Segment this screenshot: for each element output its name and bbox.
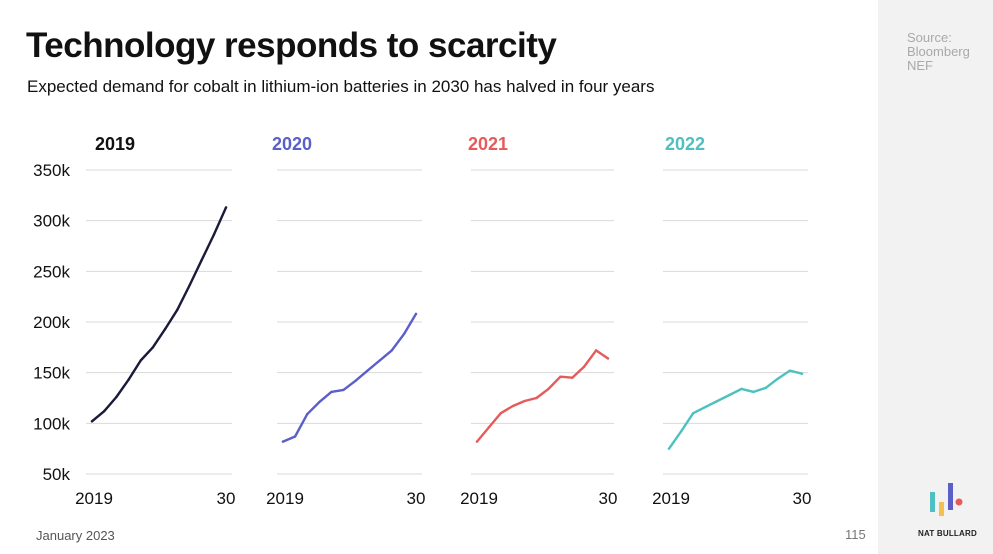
data-point-2019: [163, 327, 167, 331]
source-note: Source: Bloomberg NEF: [907, 30, 970, 73]
data-point-2022: [764, 386, 767, 390]
data-point-2020: [342, 388, 345, 392]
x-tick-label: 30: [217, 489, 236, 508]
footer-date: January 2023: [36, 528, 115, 543]
data-point-2020: [402, 332, 406, 336]
data-point-2022: [716, 399, 719, 403]
y-tick-label: 50k: [43, 465, 71, 484]
x-tick-label: 2019: [266, 489, 304, 508]
data-point-2021: [606, 357, 610, 360]
panel-title-2022: 2022: [665, 134, 705, 154]
x-tick-label: 2019: [460, 489, 498, 508]
series-line-2022: [667, 369, 804, 450]
panel-title-2019: 2019: [95, 134, 135, 154]
page-title: Technology responds to scarcity: [26, 26, 557, 65]
data-point-2021: [547, 387, 550, 391]
y-tick-label: 150k: [33, 364, 70, 383]
data-point-2019: [115, 395, 118, 399]
data-point-2022: [691, 412, 695, 415]
data-point-2019: [176, 308, 179, 312]
y-tick-label: 250k: [33, 262, 70, 281]
y-tick-label: 200k: [33, 313, 70, 332]
data-point-2021: [594, 349, 598, 352]
y-tick-label: 300k: [33, 212, 70, 231]
data-point-2019: [188, 284, 191, 287]
data-point-2020: [330, 390, 333, 394]
x-tick-label: 30: [793, 489, 812, 508]
data-point-2020: [293, 435, 297, 438]
data-point-2020: [354, 379, 357, 382]
data-point-2021: [499, 412, 503, 415]
data-point-2021: [523, 399, 526, 403]
brand-logo-icon: [930, 483, 963, 516]
data-point-2019: [212, 233, 216, 237]
data-point-2020: [378, 359, 381, 362]
x-tick-label: 30: [599, 489, 618, 508]
data-point-2021: [571, 376, 574, 379]
page-subtitle: Expected demand for cobalt in lithium-io…: [27, 77, 655, 96]
data-point-2020: [366, 369, 369, 372]
data-point-2021: [535, 396, 538, 400]
series-line-2021: [475, 349, 610, 443]
data-point-2020: [305, 413, 309, 416]
data-point-2022: [776, 377, 780, 380]
data-point-2019: [139, 359, 142, 362]
data-point-2022: [728, 393, 731, 397]
data-point-2019: [127, 378, 130, 381]
data-point-2020: [281, 440, 285, 443]
data-point-2022: [740, 387, 743, 391]
data-point-2021: [487, 426, 491, 429]
data-point-2022: [704, 405, 707, 409]
data-point-2021: [559, 375, 562, 378]
data-point-2020: [318, 400, 321, 404]
data-point-2022: [667, 447, 671, 450]
data-point-2022: [752, 390, 755, 394]
data-point-2019: [151, 346, 155, 349]
x-tick-label: 2019: [75, 489, 113, 508]
data-point-2019: [102, 409, 106, 413]
series-line-2020: [281, 312, 418, 443]
y-tick-label: 350k: [33, 161, 70, 180]
data-point-2019: [224, 206, 228, 209]
x-tick-label: 2019: [652, 489, 690, 508]
data-point-2021: [582, 365, 586, 368]
series-line-2019: [90, 206, 228, 423]
page-number: 115: [845, 527, 866, 542]
data-point-2022: [679, 430, 683, 433]
x-tick-label: 30: [407, 489, 426, 508]
panel-title-2021: 2021: [468, 134, 508, 154]
panel-title-2020: 2020: [272, 134, 312, 154]
data-point-2021: [475, 440, 479, 443]
data-point-2022: [800, 372, 804, 375]
data-point-2019: [90, 420, 94, 423]
data-point-2020: [414, 312, 418, 316]
y-tick-label: 100k: [33, 414, 70, 433]
data-point-2020: [390, 349, 394, 352]
brand-name: NAT BULLARD: [918, 529, 977, 538]
data-point-2021: [511, 404, 514, 408]
side-panel: [878, 0, 993, 554]
data-point-2019: [200, 258, 203, 262]
data-point-2022: [788, 369, 792, 372]
